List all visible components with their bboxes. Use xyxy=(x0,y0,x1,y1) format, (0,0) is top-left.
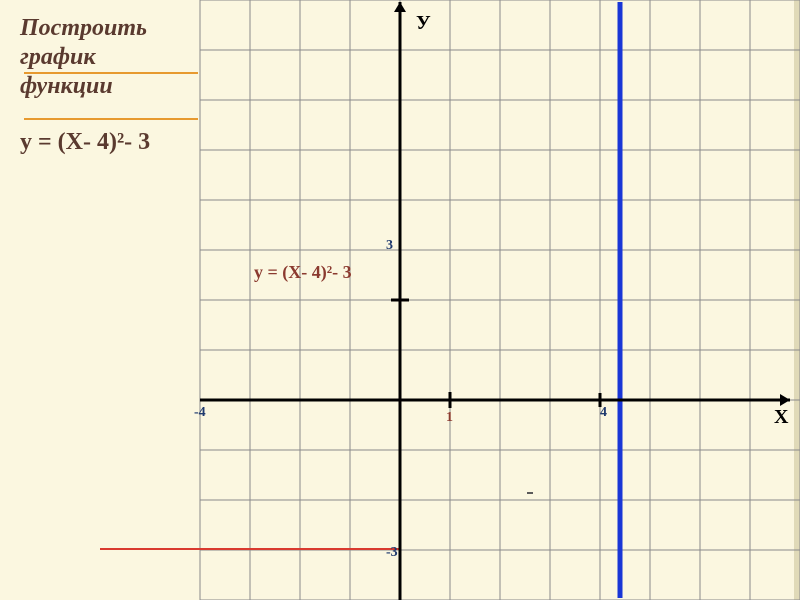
title-line: функции xyxy=(20,72,220,101)
task-title: Построитьграфикфункции y = (Х- 4)²- 3 xyxy=(20,14,220,157)
title-line: график xyxy=(20,43,220,72)
title-line: Построить xyxy=(20,14,220,43)
title-formula: y = (Х- 4)²- 3 xyxy=(20,128,220,157)
slide-stage: Построитьграфикфункции y = (Х- 4)²- 3 y =… xyxy=(0,0,800,600)
